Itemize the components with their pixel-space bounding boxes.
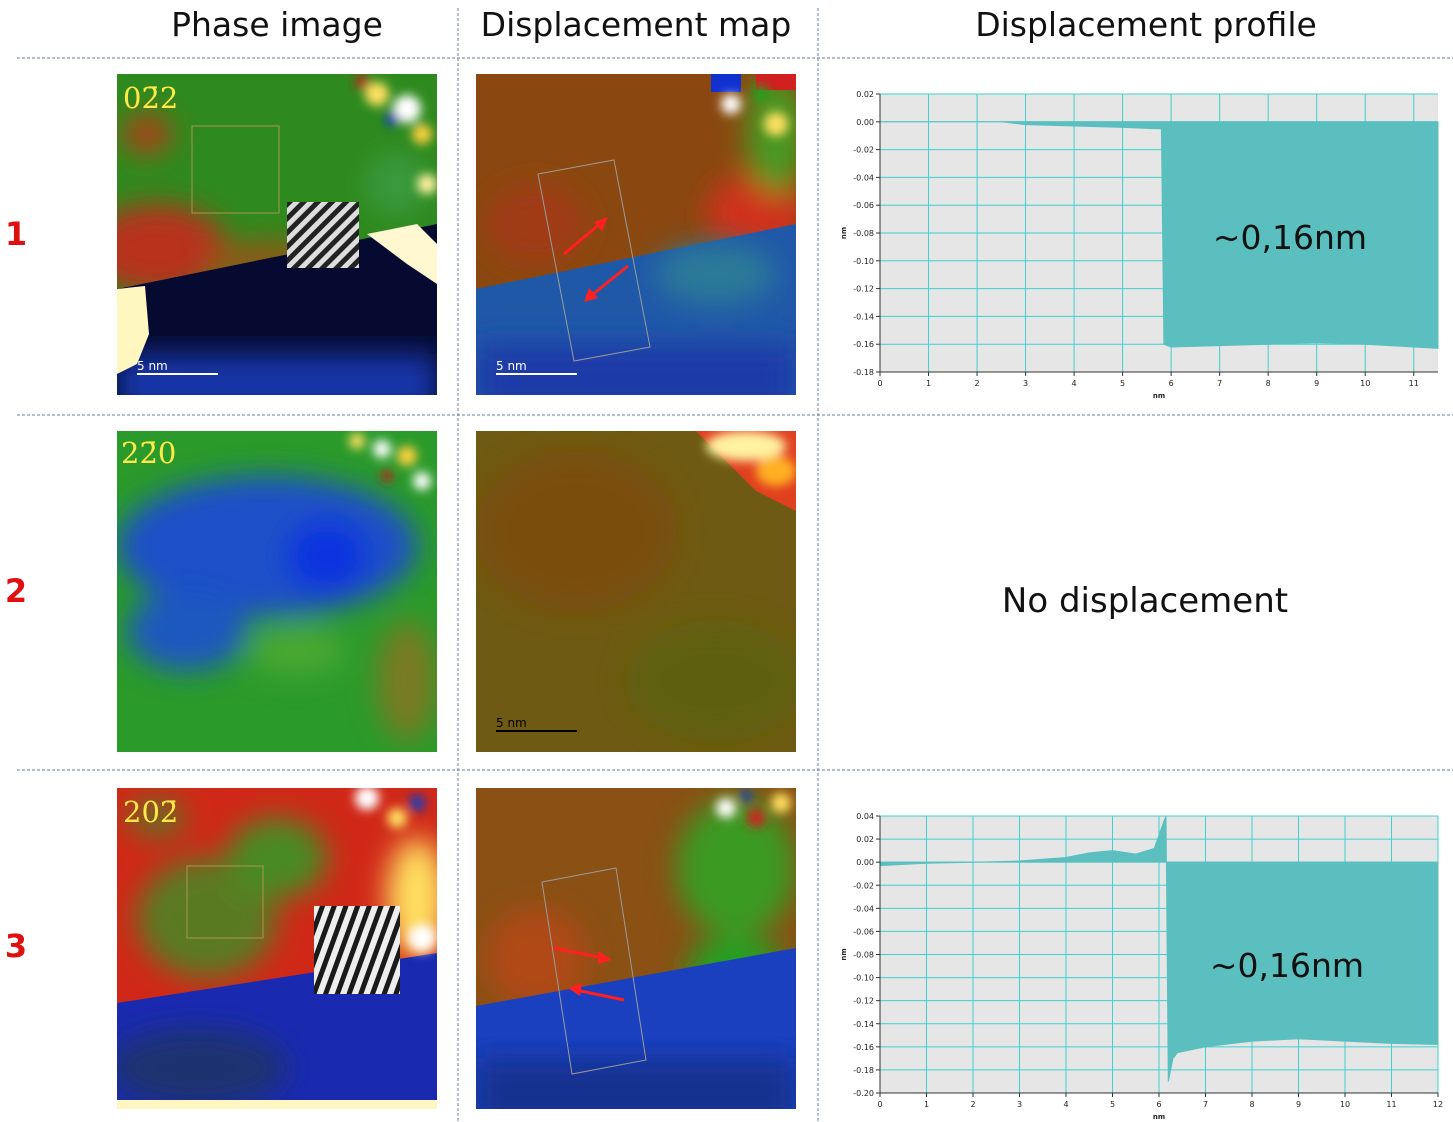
y-tick-label: -0.20 [853,1089,874,1098]
no-displacement-text: No displacement [1002,581,1288,621]
x-tick-label: 0 [877,1100,882,1109]
y-tick-label: -0.08 [853,951,874,960]
x-tick-label: 5 [1110,1100,1115,1109]
y-tick-label: -0.02 [853,881,874,890]
y-tick-label: -0.18 [853,368,874,377]
x-tick-label: 1 [924,1100,929,1109]
column-header: Displacement profile [975,5,1317,44]
y-tick-label: -0.12 [853,285,874,294]
x-tick-label: 6 [1156,1100,1161,1109]
y-tick-label: 0.02 [856,90,874,99]
x-tick-label: 10 [1360,379,1370,388]
x-tick-label: 8 [1266,379,1271,388]
x-tick-label: 10 [1340,1100,1350,1109]
x-tick-label: 2 [974,379,979,388]
x-tick-label: 0 [877,379,882,388]
y-tick-label: -0.10 [853,257,874,266]
x-tick-label: 6 [1169,379,1174,388]
x-tick-label: 4 [1072,379,1077,388]
y-tick-label: -0.02 [853,146,874,155]
scale-bar-label: 5 nm [496,359,527,373]
x-tick-label: 11 [1409,379,1419,388]
displacement-map [476,788,796,1109]
x-tick-label: 1 [926,379,931,388]
row-label: 2 [5,572,27,610]
reflection-label: 202̄ [123,795,178,829]
y-tick-label: -0.04 [853,904,874,913]
row-label: 3 [5,927,27,965]
x-axis-label: nm [1153,1113,1165,1121]
y-tick-label: -0.14 [853,312,874,321]
area [880,121,1439,349]
row-label: 1 [5,215,27,253]
y-tick-label: 0.00 [856,858,874,867]
x-tick-label: 7 [1203,1100,1208,1109]
y-tick-label: -0.12 [853,997,874,1006]
annotation: ~0,16nm [1213,218,1367,257]
column-header: Phase image [171,5,383,44]
phase-image: 22̄0 [117,431,437,752]
x-tick-label: 9 [1314,379,1319,388]
y-tick-label: 0.02 [856,835,874,844]
x-tick-label: 2 [970,1100,975,1109]
x-tick-label: 12 [1433,1100,1443,1109]
y-tick-label: 0.00 [856,118,874,127]
phase-image: 202̄ [117,788,437,1109]
x-tick-label: 11 [1386,1100,1396,1109]
column-header: Displacement map [481,5,792,44]
y-tick-label: -0.06 [853,927,874,936]
y-axis-label: nm [840,227,848,239]
y-tick-label: -0.18 [853,1066,874,1075]
y-tick-label: -0.14 [853,1020,874,1029]
y-tick-label: -0.06 [853,201,874,210]
x-tick-label: 5 [1120,379,1125,388]
x-tick-label: 7 [1217,379,1222,388]
y-axis-label: nm [840,948,848,960]
reflection-label: 02̄2 [123,81,178,115]
annotation: ~0,16nm [1210,946,1364,985]
displacement-map: 5 nm [476,74,796,395]
reflection-label: 22̄0 [121,436,176,470]
y-tick-label: 0.04 [856,812,874,821]
x-tick-label: 8 [1249,1100,1254,1109]
x-tick-label: 9 [1296,1100,1301,1109]
y-tick-label: -0.04 [853,173,874,182]
x-tick-label: 3 [1017,1100,1022,1109]
y-tick-label: -0.16 [853,340,874,349]
displacement-map: 5 nm [476,431,796,752]
y-tick-label: -0.08 [853,229,874,238]
scale-bar-label: 5 nm [137,359,168,373]
scale-bar-label: 5 nm [496,716,527,730]
y-tick-label: -0.16 [853,1043,874,1052]
x-tick-label: 4 [1063,1100,1068,1109]
area [879,815,1439,1082]
x-tick-label: 3 [1023,379,1028,388]
x-axis-label: nm [1153,392,1165,400]
y-tick-label: -0.10 [853,974,874,983]
phase-image: 5 nm 02̄2 [117,74,437,395]
